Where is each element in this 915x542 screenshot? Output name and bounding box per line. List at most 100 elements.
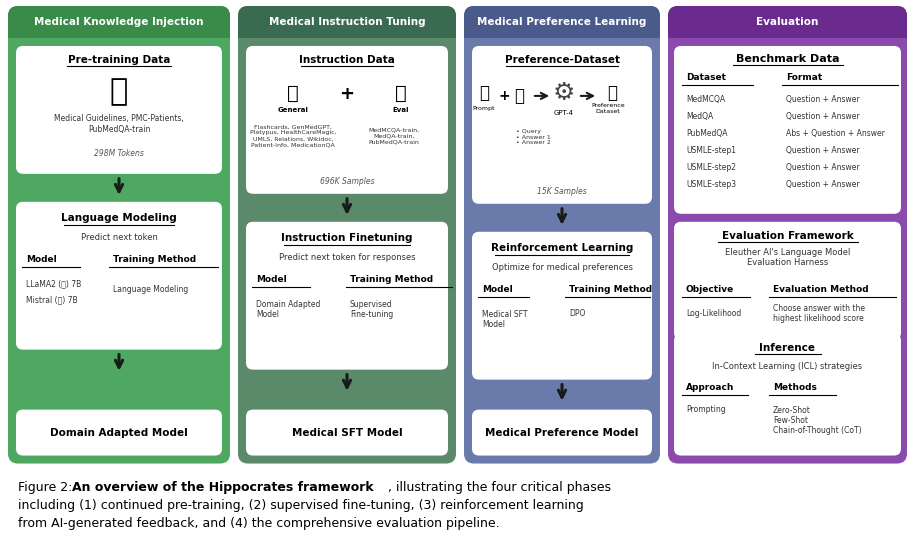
Text: MedQA: MedQA <box>686 112 714 121</box>
FancyBboxPatch shape <box>16 410 222 456</box>
Text: Instruction Finetuning: Instruction Finetuning <box>281 233 413 243</box>
Text: Eval: Eval <box>393 107 409 113</box>
Text: Predict next token: Predict next token <box>81 233 157 242</box>
Text: including (1) continued pre-training, (2) supervised fine-tuning, (3) reinforcem: including (1) continued pre-training, (2… <box>18 499 584 512</box>
Text: Reinforcement Learning: Reinforcement Learning <box>490 243 633 253</box>
Text: Figure 2:: Figure 2: <box>18 481 76 494</box>
Text: Evaluation: Evaluation <box>757 17 819 27</box>
Text: 📄: 📄 <box>607 84 617 102</box>
FancyBboxPatch shape <box>464 6 660 463</box>
Text: Predict next token for responses: Predict next token for responses <box>279 253 415 262</box>
Text: Training Method: Training Method <box>350 275 433 284</box>
FancyBboxPatch shape <box>472 232 652 379</box>
Text: Language Modeling: Language Modeling <box>61 213 177 223</box>
Text: Domain Adapted Model: Domain Adapted Model <box>50 428 188 437</box>
Text: Model: Model <box>256 275 286 284</box>
Text: ⚙: ⚙ <box>553 81 576 105</box>
Text: USMLE-step1: USMLE-step1 <box>686 146 736 156</box>
Text: MedMCQA-train,
MedQA-train,
PubMedQA-train: MedMCQA-train, MedQA-train, PubMedQA-tra… <box>369 127 420 144</box>
Text: Log-Likelihood: Log-Likelihood <box>686 309 741 318</box>
Text: Pre-training Data: Pre-training Data <box>68 55 170 65</box>
Text: Choose answer with the
highest likelihood score: Choose answer with the highest likelihoo… <box>773 304 865 324</box>
Text: Evaluation Method: Evaluation Method <box>773 285 868 294</box>
Text: Evaluation Framework: Evaluation Framework <box>722 231 854 241</box>
Text: from AI-generated feedback, and (4) the comprehensive evaluation pipeline.: from AI-generated feedback, and (4) the … <box>18 518 500 531</box>
Text: +: + <box>498 89 510 103</box>
Text: Instruction Data: Instruction Data <box>299 55 395 65</box>
Text: USMLE-step3: USMLE-step3 <box>686 180 737 189</box>
Text: 📄: 📄 <box>287 85 299 104</box>
Text: Eleuther AI's Language Model
Evaluation Harness: Eleuther AI's Language Model Evaluation … <box>725 248 850 267</box>
FancyBboxPatch shape <box>16 202 222 350</box>
Text: Question + Answer: Question + Answer <box>786 112 859 121</box>
Text: Domain Adapted
Model: Domain Adapted Model <box>256 300 320 319</box>
Text: Prompting: Prompting <box>686 405 726 414</box>
Text: Zero-Shot
Few-Shot
Chain-of-Thought (CoT): Zero-Shot Few-Shot Chain-of-Thought (CoT… <box>773 405 862 435</box>
Text: Inference: Inference <box>759 343 815 353</box>
Text: Medical Preference Learning: Medical Preference Learning <box>478 17 647 27</box>
Text: Approach: Approach <box>686 383 735 392</box>
Text: Model: Model <box>26 255 57 264</box>
Text: Methods: Methods <box>773 383 817 392</box>
FancyBboxPatch shape <box>238 6 456 38</box>
Text: Preference
Dataset: Preference Dataset <box>591 104 625 114</box>
Text: Medical Knowledge Injection: Medical Knowledge Injection <box>34 17 204 27</box>
Text: Supervised
Fine-tuning: Supervised Fine-tuning <box>350 300 393 319</box>
Text: 📄: 📄 <box>395 85 407 104</box>
FancyBboxPatch shape <box>464 6 660 38</box>
FancyBboxPatch shape <box>668 6 907 38</box>
FancyBboxPatch shape <box>668 22 907 38</box>
Text: Prompt: Prompt <box>473 106 495 112</box>
FancyBboxPatch shape <box>674 334 901 456</box>
Text: Mistral (🔥) 7B: Mistral (🔥) 7B <box>26 295 78 304</box>
FancyBboxPatch shape <box>16 46 222 174</box>
Text: Abs + Question + Answer: Abs + Question + Answer <box>786 130 885 138</box>
FancyBboxPatch shape <box>464 22 660 38</box>
Text: USMLE-step2: USMLE-step2 <box>686 163 736 172</box>
Text: PubMedQA: PubMedQA <box>686 130 727 138</box>
Text: 696K Samples: 696K Samples <box>319 177 374 186</box>
Text: DPO: DPO <box>569 309 586 318</box>
Text: Benchmark Data: Benchmark Data <box>736 54 839 64</box>
Text: Question + Answer: Question + Answer <box>786 95 859 105</box>
Text: Optimize for medical preferences: Optimize for medical preferences <box>491 263 632 272</box>
Text: 🗄: 🗄 <box>514 87 524 105</box>
FancyBboxPatch shape <box>238 22 456 38</box>
Text: GPT-4: GPT-4 <box>554 110 574 116</box>
Text: Medical SFT
Model: Medical SFT Model <box>482 310 528 330</box>
Text: 📄: 📄 <box>110 78 128 106</box>
Text: LLaMA2 (🦙) 7B: LLaMA2 (🦙) 7B <box>26 279 81 288</box>
Text: 📄: 📄 <box>479 84 489 102</box>
Text: Medical Instruction Tuning: Medical Instruction Tuning <box>269 17 425 27</box>
FancyBboxPatch shape <box>8 6 230 463</box>
Text: • Query
• Answer 1
• Answer 2: • Query • Answer 1 • Answer 2 <box>516 129 551 145</box>
Text: Flashcards, GenMedGPT,
Platypus, HealthCareMagic,
UMLS, Relations, Wikidoc,
Pati: Flashcards, GenMedGPT, Platypus, HealthC… <box>250 125 337 147</box>
Text: 15K Samples: 15K Samples <box>537 188 587 196</box>
Text: Format: Format <box>786 73 823 82</box>
FancyBboxPatch shape <box>246 46 448 194</box>
FancyBboxPatch shape <box>8 6 230 38</box>
FancyBboxPatch shape <box>246 410 448 456</box>
FancyBboxPatch shape <box>674 46 901 214</box>
FancyBboxPatch shape <box>668 6 907 463</box>
Text: 298M Tokens: 298M Tokens <box>94 150 144 158</box>
Text: In-Context Learning (ICL) strategies: In-Context Learning (ICL) strategies <box>713 362 863 371</box>
Text: Objective: Objective <box>686 285 734 294</box>
Text: +: + <box>339 85 354 103</box>
FancyBboxPatch shape <box>674 222 901 340</box>
Text: Dataset: Dataset <box>686 73 726 82</box>
Text: Medical Guidelines, PMC-Patients,
PubMedQA-train: Medical Guidelines, PMC-Patients, PubMed… <box>54 114 184 133</box>
Text: Model: Model <box>482 285 512 294</box>
FancyBboxPatch shape <box>238 6 456 463</box>
Text: Language Modeling: Language Modeling <box>113 285 188 294</box>
FancyBboxPatch shape <box>472 410 652 456</box>
FancyBboxPatch shape <box>472 46 652 204</box>
FancyBboxPatch shape <box>246 222 448 370</box>
Text: Training Method: Training Method <box>569 285 652 294</box>
Text: Preference-Dataset: Preference-Dataset <box>504 55 619 65</box>
FancyBboxPatch shape <box>8 22 230 38</box>
Text: Question + Answer: Question + Answer <box>786 163 859 172</box>
Text: Training Method: Training Method <box>113 255 196 264</box>
Text: Question + Answer: Question + Answer <box>786 180 859 189</box>
Text: An overview of the Hippocrates framework: An overview of the Hippocrates framework <box>72 481 373 494</box>
